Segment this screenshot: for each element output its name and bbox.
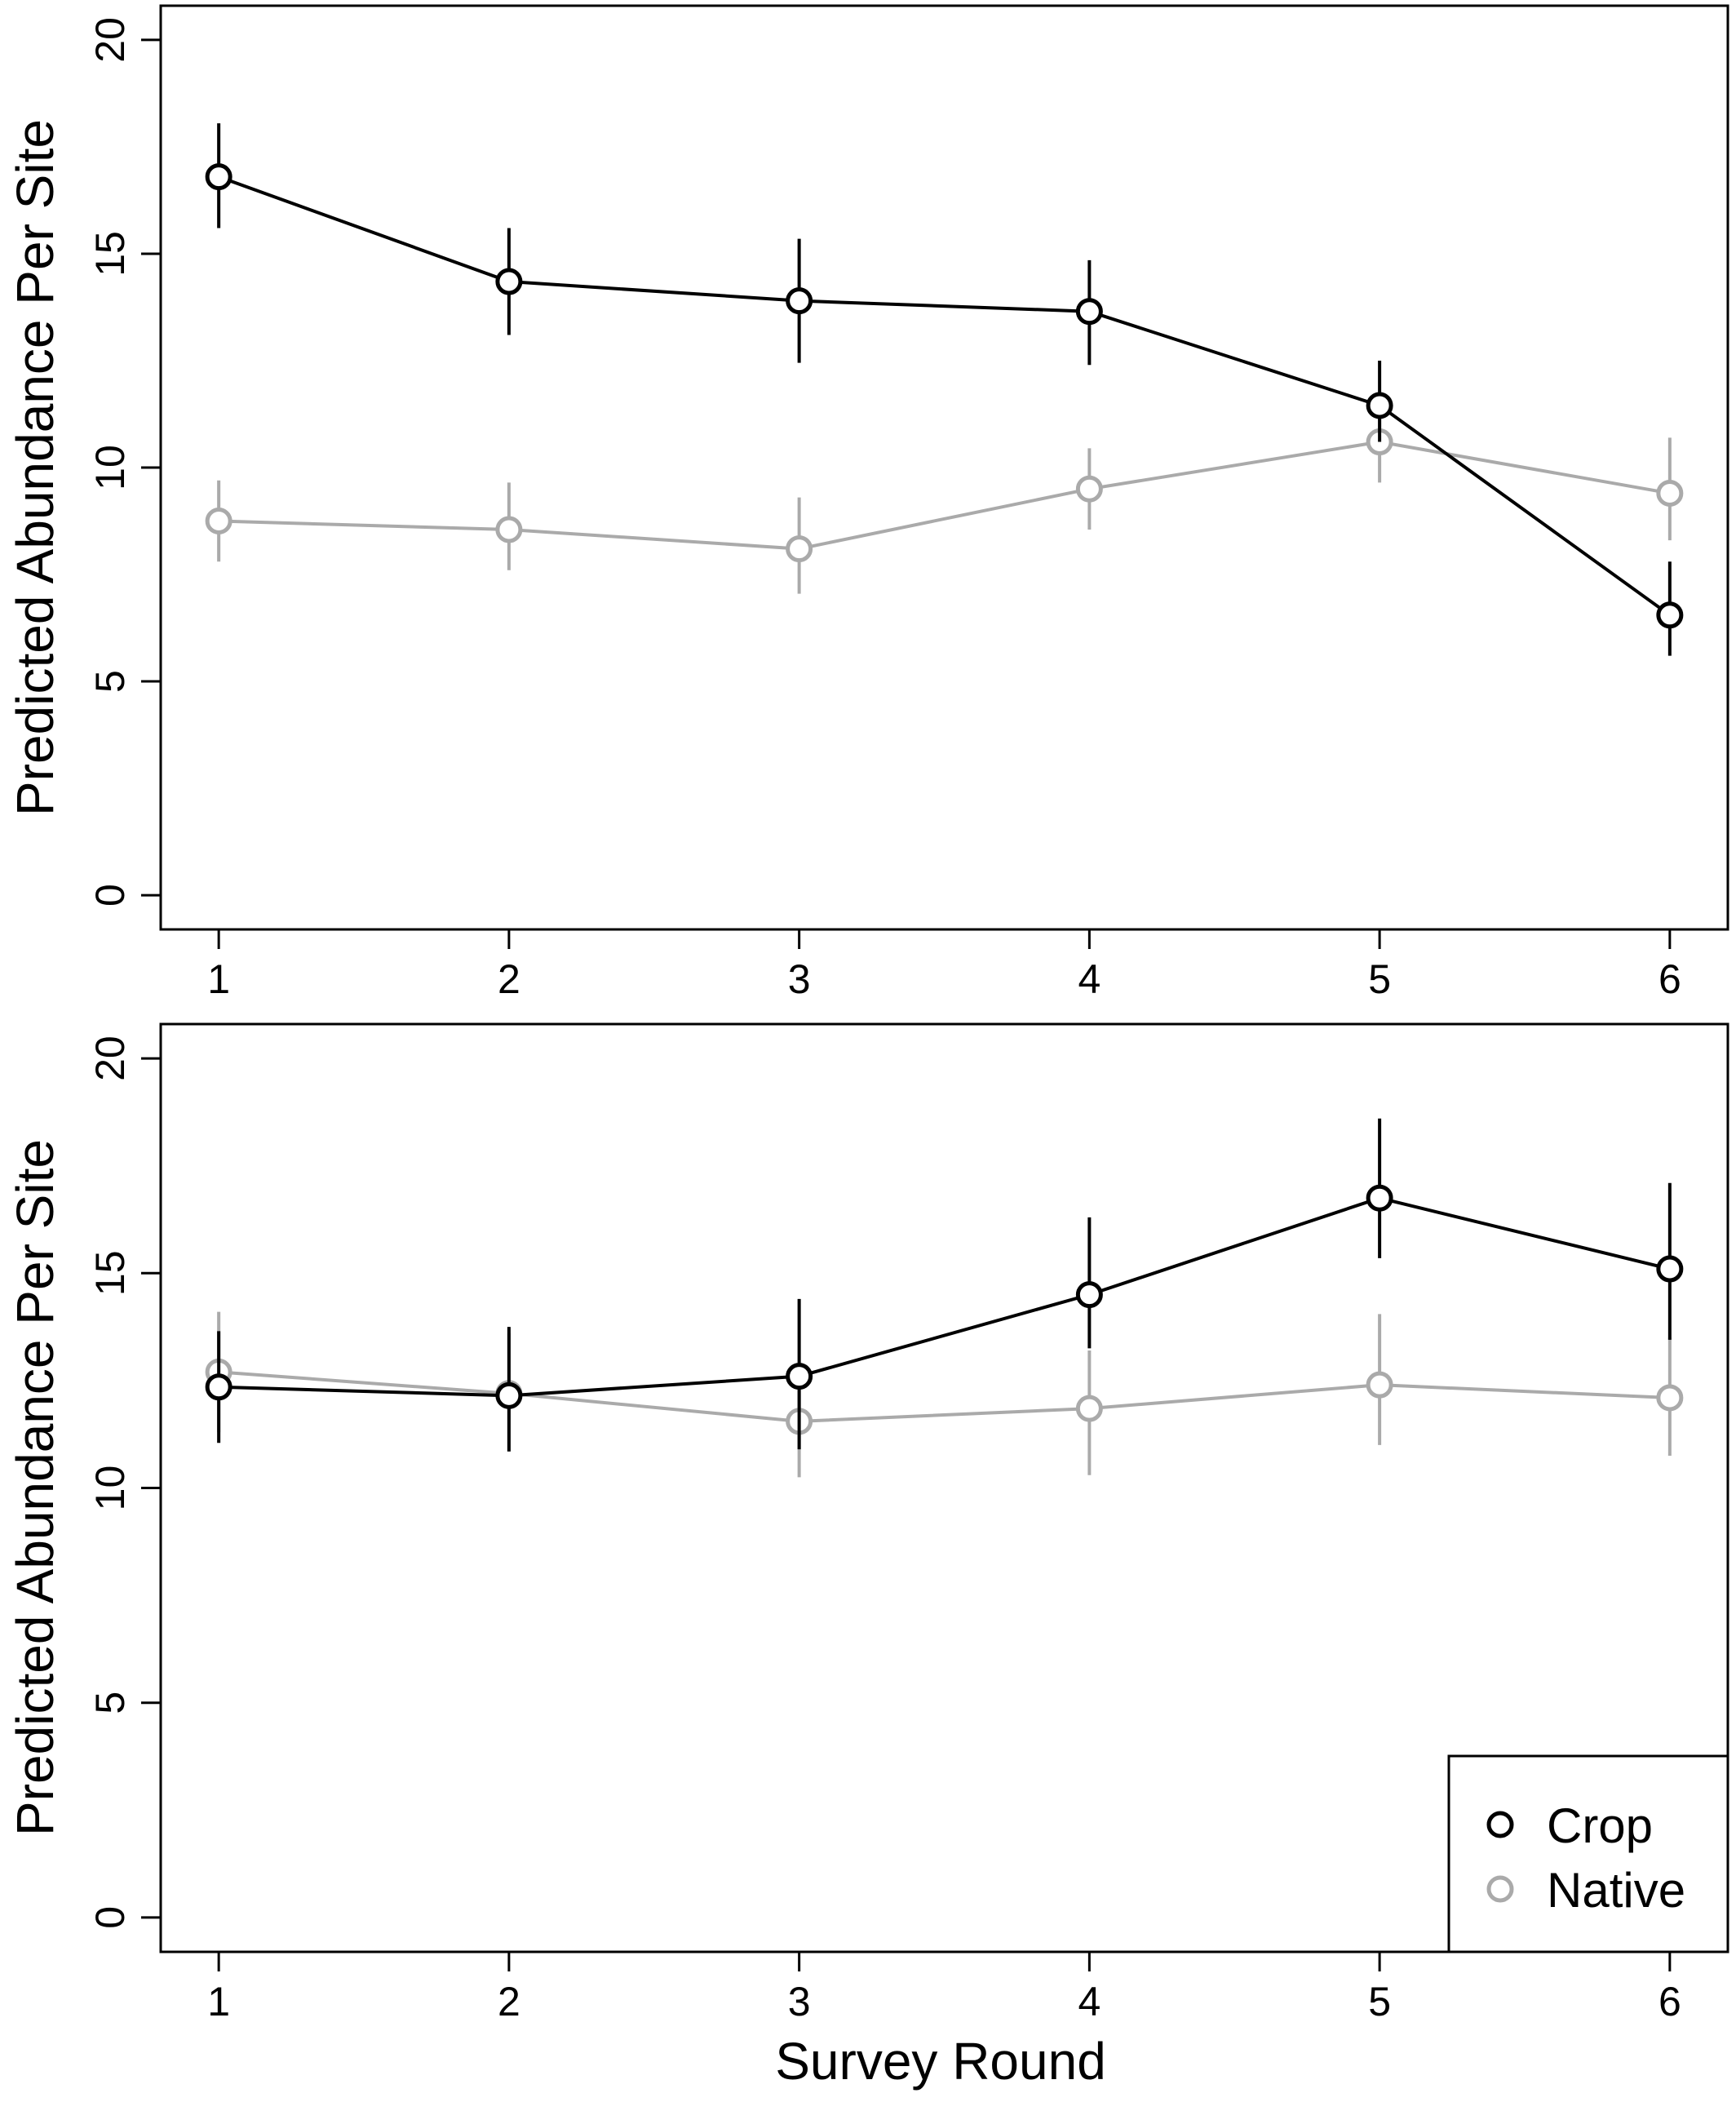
x-tick-label: 1 (207, 956, 230, 1002)
crop-series (205, 1118, 1684, 1452)
native-point (1656, 1384, 1684, 1412)
x-tick-label: 6 (1658, 956, 1681, 1002)
x-tick-label: 5 (1368, 956, 1391, 1002)
x-tick-label: 6 (1658, 1979, 1681, 2024)
crop-point (1366, 392, 1393, 419)
x-tick-label: 4 (1078, 956, 1100, 1002)
crop-point (1366, 1184, 1393, 1212)
top-panel: Predicted Abundance Per Site 1 2 3 4 5 6 0 5 10… (6, 4, 1729, 1002)
native-point (786, 535, 813, 563)
y-axis: 0 5 10 15 20 (87, 1035, 161, 1929)
series-layer (205, 1118, 1684, 1478)
y-tick-label: 0 (87, 884, 133, 907)
x-axis-title: Survey Round (775, 2032, 1106, 2091)
x-axis: 1 2 3 4 5 6 (207, 1952, 1681, 2024)
x-tick-label: 5 (1368, 1979, 1391, 2024)
y-tick-label: 10 (87, 1466, 133, 1511)
crop-point (495, 1381, 523, 1409)
legend-native-label: Native (1547, 1863, 1685, 1918)
native-line (219, 1370, 1670, 1423)
y-axis-title: Predicted Abundance Per Site (6, 119, 64, 816)
native-point (205, 508, 232, 535)
y-axis-title: Predicted Abundance Per Site (6, 1139, 64, 1836)
legend-box (1447, 1754, 1729, 1953)
x-tick-label: 1 (207, 1979, 230, 2024)
y-tick-label: 15 (87, 231, 133, 277)
native-point (1075, 1395, 1103, 1422)
native-line (219, 440, 1671, 551)
crop-point (1075, 298, 1103, 326)
crop-point (1075, 1281, 1103, 1309)
legend: Crop Native (1447, 1754, 1729, 1953)
crop-line (218, 175, 1672, 617)
x-tick-label: 2 (498, 956, 520, 1002)
y-tick-label: 15 (87, 1250, 133, 1296)
y-tick-label: 5 (87, 1692, 133, 1714)
native-point (1366, 1371, 1393, 1399)
crop-series (205, 123, 1684, 656)
x-tick-label: 3 (788, 1979, 811, 2024)
native-series (205, 399, 1684, 594)
crop-point (1656, 1255, 1684, 1283)
native-point (1075, 475, 1103, 503)
plot-frame (159, 4, 1729, 931)
x-tick-label: 4 (1078, 1979, 1100, 2024)
crop-point (205, 163, 232, 191)
y-tick-label: 0 (87, 1906, 133, 1929)
native-point (495, 516, 523, 543)
y-tick-label: 20 (87, 1035, 133, 1081)
crop-point (1656, 601, 1684, 629)
bottom-panel: Predicted Abundance Per Site 1 2 3 4 5 6 0 5 10… (6, 1022, 1729, 2024)
series-layer (205, 123, 1684, 656)
crop-point (495, 268, 523, 295)
native-point (1656, 479, 1684, 507)
y-tick-label: 10 (87, 445, 133, 490)
x-tick-label: 2 (498, 1979, 520, 2024)
crop-point (205, 1373, 232, 1401)
legend-crop-label: Crop (1547, 1798, 1653, 1853)
crop-line (219, 1196, 1671, 1398)
x-tick-label: 3 (788, 956, 811, 1002)
crop-point (786, 287, 813, 315)
x-axis: 1 2 3 4 5 6 (207, 929, 1681, 1002)
crop-point (786, 1363, 813, 1390)
y-axis: 0 5 10 15 20 (87, 17, 161, 907)
legend-native-marker (1486, 1875, 1514, 1903)
y-tick-label: 5 (87, 670, 133, 693)
legend-crop-marker (1486, 1811, 1514, 1838)
y-tick-label: 20 (87, 17, 133, 63)
